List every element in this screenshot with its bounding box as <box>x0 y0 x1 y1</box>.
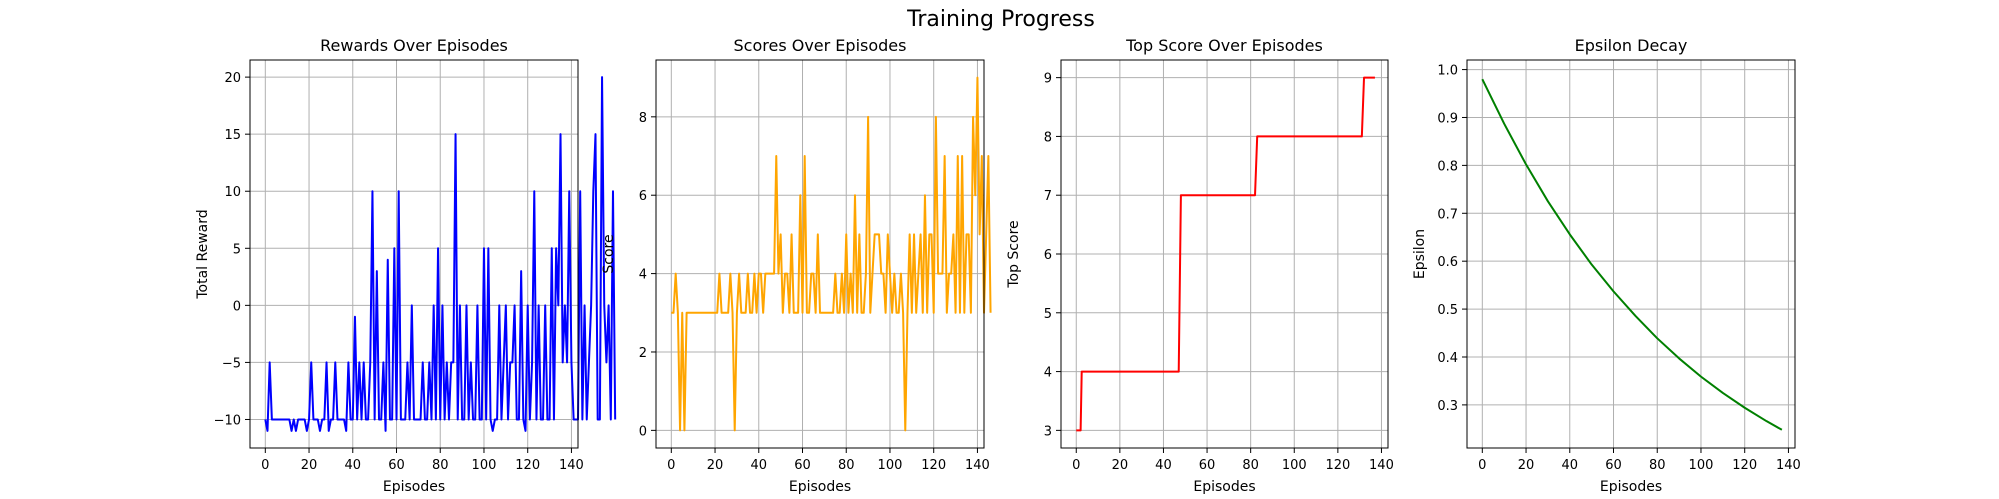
x-tick-label: 100 <box>1689 458 1714 473</box>
axes-frame <box>249 59 579 449</box>
x-tick-label: 120 <box>921 458 946 473</box>
x-tick-label: 100 <box>472 458 497 473</box>
x-tick-label: 80 <box>838 458 855 473</box>
y-tick-label: 6 <box>1044 248 1052 263</box>
rewards-series-line <box>264 76 617 432</box>
axes-frame <box>655 59 985 449</box>
x-tick-label: 20 <box>707 458 724 473</box>
x-tick-label: 40 <box>750 458 767 473</box>
top-score-title: Top Score Over Episodes <box>1125 36 1323 55</box>
x-tick-label: 60 <box>1605 458 1622 473</box>
top-score-series-line <box>1076 76 1375 432</box>
x-tick-label: 20 <box>1112 458 1129 473</box>
x-tick-label: 40 <box>1561 458 1578 473</box>
x-tick-label: 0 <box>667 458 675 473</box>
y-tick-label: 0.9 <box>1437 111 1458 126</box>
x-tick-label: 60 <box>1199 458 1216 473</box>
rewards-title: Rewards Over Episodes <box>320 36 508 55</box>
x-tick-label: 140 <box>1369 458 1394 473</box>
y-tick-label: 0 <box>233 299 241 314</box>
y-tick-label: 0.7 <box>1437 207 1458 222</box>
y-tick-label: 9 <box>1044 72 1052 87</box>
scores-title: Scores Over Episodes <box>734 36 907 55</box>
x-axis-label: Episodes <box>1600 479 1662 495</box>
x-axis-label: Episodes <box>789 479 851 495</box>
x-tick-label: 0 <box>1478 458 1486 473</box>
y-tick-label: 3 <box>1044 424 1052 439</box>
y-tick-label: 0.4 <box>1437 351 1458 366</box>
y-tick-label: −10 <box>214 413 241 428</box>
x-tick-label: 40 <box>344 458 361 473</box>
x-tick-label: 100 <box>1282 458 1307 473</box>
rewards-axes: 0 20 40 60 80 100 120 140 −10 −5 0 5 10 15 20 Rewards O… <box>195 36 617 495</box>
epsilon-axes: 0 20 40 60 80 100 120 140 0.3 0.4 0.5 0.6 0.7 0.8 0.9 1… <box>1412 36 1801 495</box>
y-tick-label: 4 <box>639 268 647 283</box>
figure-title: Training Progress <box>906 7 1095 32</box>
y-tick-label: 0 <box>639 424 647 439</box>
y-tick-label: 0.8 <box>1437 159 1458 174</box>
y-tick-label: 4 <box>1044 366 1052 381</box>
y-tick-label: 5 <box>1044 307 1052 322</box>
x-tick-label: 20 <box>1518 458 1535 473</box>
y-tick-label: 8 <box>1044 130 1052 145</box>
y-tick-label: 1.0 <box>1437 64 1458 79</box>
y-axis-label: Total Reward <box>195 209 211 299</box>
y-tick-label: 0.3 <box>1437 399 1458 414</box>
epsilon-series-line <box>1481 78 1783 431</box>
y-axis-label: Top Score <box>1006 220 1022 288</box>
top-score-axes: 0 20 40 60 80 100 120 140 3 4 5 6 7 8 9 Top Score Over … <box>1006 36 1394 495</box>
y-tick-label: 2 <box>639 346 647 361</box>
x-tick-label: 0 <box>261 458 269 473</box>
x-tick-label: 120 <box>515 458 540 473</box>
x-tick-label: 60 <box>388 458 405 473</box>
y-tick-label: −5 <box>222 356 241 371</box>
scores-axes: 0 20 40 60 80 100 120 140 0 2 4 6 8 Scores Over Episo… <box>601 36 992 495</box>
x-tick-label: 80 <box>1242 458 1259 473</box>
x-tick-label: 140 <box>1776 458 1801 473</box>
x-axis-label: Episodes <box>1193 479 1255 495</box>
x-tick-label: 0 <box>1072 458 1080 473</box>
x-tick-label: 120 <box>1732 458 1757 473</box>
x-tick-label: 80 <box>432 458 449 473</box>
y-tick-label: 8 <box>639 111 647 126</box>
x-tick-label: 40 <box>1155 458 1172 473</box>
x-tick-label: 60 <box>794 458 811 473</box>
axes-frame <box>1466 59 1796 449</box>
y-tick-label: 20 <box>224 71 241 86</box>
x-tick-label: 20 <box>301 458 318 473</box>
y-tick-label: 6 <box>639 189 647 204</box>
x-tick-label: 80 <box>1649 458 1666 473</box>
y-axis-label: Epsilon <box>1412 229 1428 279</box>
y-tick-label: 0.5 <box>1437 303 1458 318</box>
x-axis-label: Episodes <box>383 479 445 495</box>
y-axis-label: Score <box>601 234 617 273</box>
y-tick-label: 0.6 <box>1437 255 1458 270</box>
x-tick-label: 140 <box>965 458 990 473</box>
scores-series-line <box>671 76 992 432</box>
x-tick-label: 120 <box>1325 458 1350 473</box>
epsilon-title: Epsilon Decay <box>1575 36 1688 55</box>
y-tick-label: 7 <box>1044 189 1052 204</box>
y-tick-label: 5 <box>233 242 241 257</box>
x-tick-label: 100 <box>878 458 903 473</box>
x-tick-label: 140 <box>559 458 584 473</box>
y-tick-label: 15 <box>224 128 241 143</box>
y-tick-label: 10 <box>224 185 241 200</box>
